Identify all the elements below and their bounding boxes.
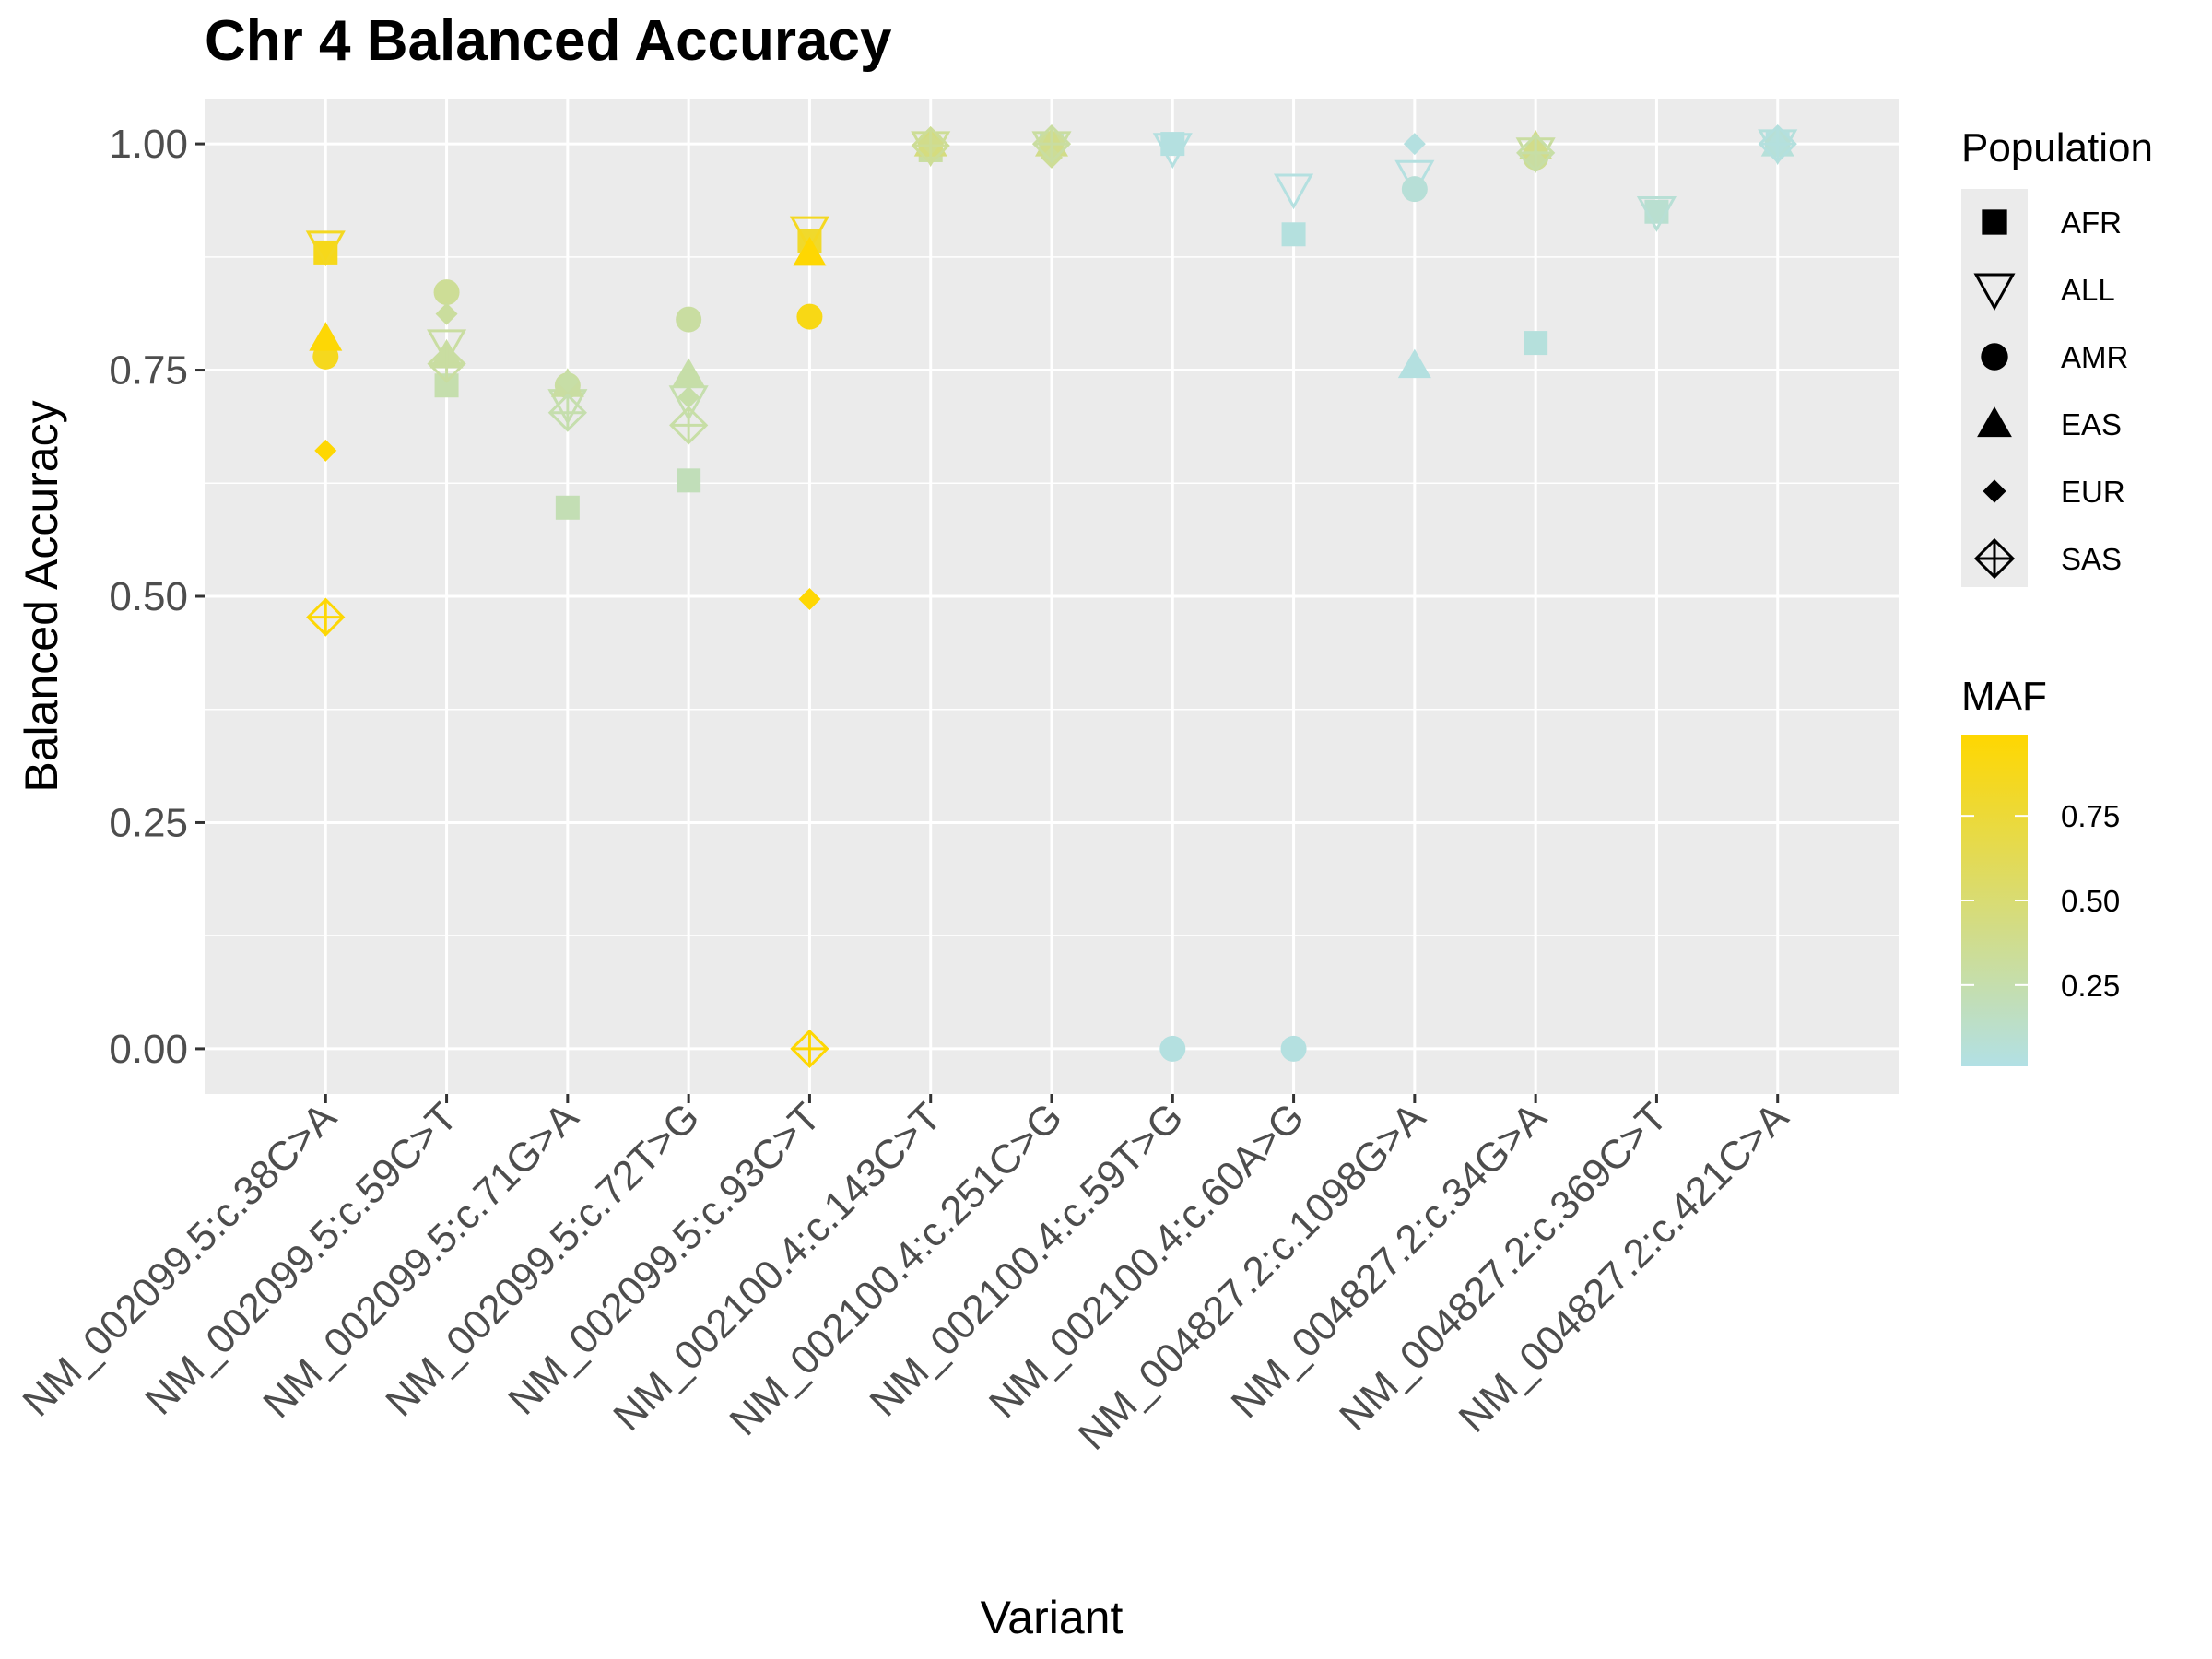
population-legend-key-background xyxy=(1961,189,2028,587)
maf-legend-title: MAF xyxy=(1961,674,2047,719)
x-axis-title: Variant xyxy=(981,1592,1124,1643)
legend-label-eas: EAS xyxy=(2061,407,2122,441)
x-axis: NM_002099.5:c.38C>ANM_002099.5:c.59C>TNM… xyxy=(14,1094,1797,1459)
legend-key-afr xyxy=(1982,209,2007,235)
maf-tick-label: 0.25 xyxy=(2061,969,2120,1003)
legend-key-sas xyxy=(1973,537,2016,580)
data-point-eas xyxy=(793,236,827,266)
data-point-eur xyxy=(314,439,337,462)
population-legend: Population AFR ALL AMR EAS EUR SAS xyxy=(1961,125,2153,587)
y-axis: 0.00 0.25 0.50 0.75 1.00 xyxy=(109,122,205,1072)
data-point-all xyxy=(1636,196,1677,232)
legend-label-all: ALL xyxy=(2061,273,2115,307)
data-point-amr xyxy=(796,303,823,330)
data-point-sas xyxy=(669,406,709,445)
data-point-amr xyxy=(1159,1035,1186,1062)
data-point-all xyxy=(427,329,467,366)
data-point-amr xyxy=(433,279,460,306)
data-point-eas xyxy=(1397,348,1431,379)
legend-label-afr: AFR xyxy=(2061,206,2122,240)
legend-key-eur xyxy=(1983,479,2006,503)
legend-key-all xyxy=(1973,273,2016,312)
y-axis-title: Balanced Accuracy xyxy=(16,400,67,792)
data-point-eur xyxy=(798,587,821,610)
data-point-amr xyxy=(1280,1035,1307,1062)
data-point-sas xyxy=(306,597,346,637)
chart-title: Chr 4 Balanced Accuracy xyxy=(205,9,892,73)
data-point-sas xyxy=(1516,133,1556,173)
y-tick-label: 0.75 xyxy=(109,348,188,394)
data-point-afr xyxy=(1644,199,1669,224)
data-point-afr xyxy=(1524,331,1548,356)
data-point-afr xyxy=(677,468,701,493)
legend-label-amr: AMR xyxy=(2061,340,2128,374)
data-point-eur xyxy=(1403,133,1426,156)
y-tick-label: 1.00 xyxy=(109,122,188,167)
y-tick-label: 0.50 xyxy=(109,574,188,619)
data-point-eur xyxy=(435,302,458,325)
data-point-eas xyxy=(309,322,343,351)
data-point-all xyxy=(1274,173,1314,210)
maf-tick-label: 0.50 xyxy=(2061,884,2120,918)
data-point-afr xyxy=(1281,222,1306,247)
data-point-eas xyxy=(672,358,706,387)
data-point-sas xyxy=(790,1029,830,1069)
grid-major-lines xyxy=(205,99,1899,1094)
y-tick-label: 0.25 xyxy=(109,800,188,845)
legend-key-amr xyxy=(1981,343,2008,371)
data-point-afr xyxy=(555,495,580,520)
data-point-sas xyxy=(547,393,587,432)
data-points xyxy=(305,124,1798,1069)
maf-tick-label: 0.75 xyxy=(2061,799,2120,833)
population-legend-title: Population xyxy=(1961,125,2153,171)
data-point-sas xyxy=(1758,124,1797,164)
data-point-sas xyxy=(1031,124,1072,164)
data-point-all xyxy=(789,216,830,253)
data-point-sas xyxy=(427,344,466,383)
data-point-all xyxy=(1152,133,1193,170)
maf-legend: MAF 0.25 0.50 0.75 xyxy=(1961,674,2120,1066)
data-point-all xyxy=(305,230,346,267)
legend-label-sas: SAS xyxy=(2061,542,2122,576)
data-point-amr xyxy=(676,306,702,333)
data-point-eur xyxy=(677,386,700,408)
data-point-sas xyxy=(911,125,950,166)
data-point-amr xyxy=(1401,176,1428,203)
data-point-afr xyxy=(313,240,338,265)
y-tick-label: 0.00 xyxy=(109,1027,188,1072)
legend-label-eur: EUR xyxy=(2061,475,2125,509)
data-point-eur xyxy=(556,371,579,394)
data-point-all xyxy=(1394,159,1435,196)
legend-key-eas xyxy=(1977,406,2012,438)
